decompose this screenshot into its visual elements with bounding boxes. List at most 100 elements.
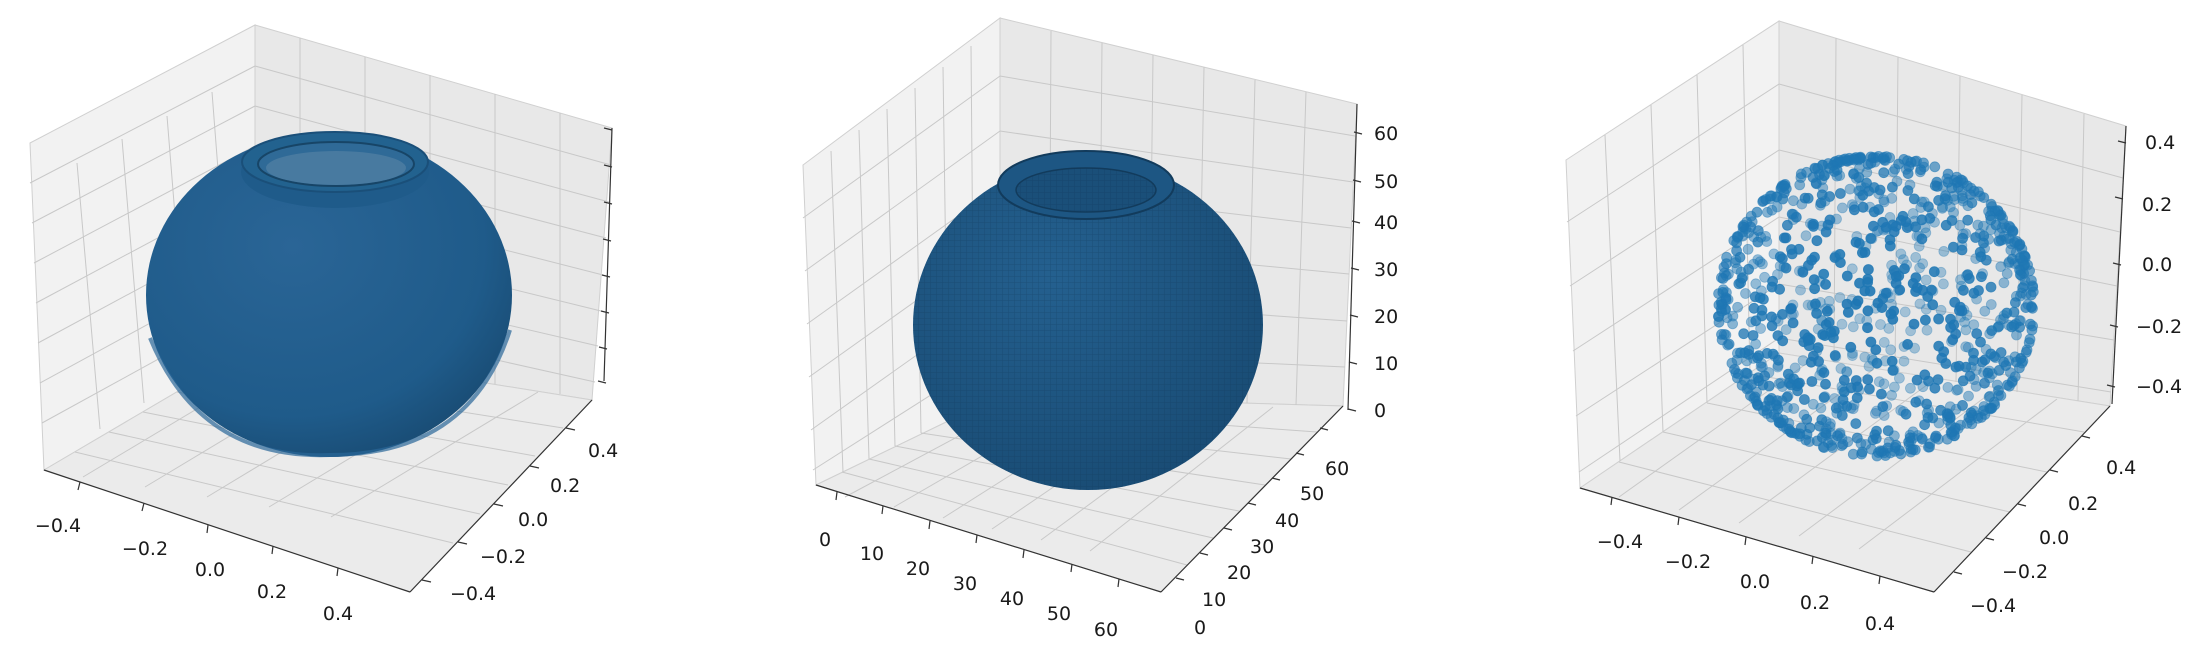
- z-tick-label: 10: [1374, 353, 1398, 375]
- scatter-point: [1862, 322, 1873, 334]
- scatter-point: [1884, 240, 1896, 252]
- scatter-point: [1829, 350, 1841, 361]
- scatter-point: [1874, 184, 1886, 196]
- scatter-point: [1946, 182, 1958, 194]
- scatter-point: [1870, 407, 1881, 419]
- scatter-point: [1945, 313, 1956, 325]
- scatter-point: [1947, 334, 1959, 346]
- scatter-point: [1721, 258, 1732, 270]
- scatter-point: [1911, 374, 1923, 386]
- scatter-point: [1799, 394, 1810, 405]
- scatter-point: [1979, 305, 1991, 317]
- scatter-point: [1789, 362, 1801, 374]
- scatter-point: [1857, 189, 1869, 201]
- scatter-point: [1904, 432, 1916, 444]
- scatter-point: [1958, 284, 1969, 296]
- scatter-point: [1811, 178, 1822, 190]
- scatter-point: [1803, 259, 1814, 271]
- scatter-point: [1837, 202, 1848, 214]
- scatter-point: [1916, 233, 1928, 245]
- scatter-point: [2001, 268, 2013, 280]
- z-tick: [601, 274, 611, 278]
- scatter-point: [2025, 289, 2037, 301]
- scatter-point: [1938, 278, 1949, 290]
- scatter-point: [1976, 356, 1988, 368]
- y-tick: [1247, 502, 1257, 506]
- scatter-point: [1802, 192, 1814, 204]
- scatter-point: [1993, 385, 2004, 396]
- x-axis-line: [1579, 487, 1935, 593]
- scatter-point: [1759, 370, 1771, 382]
- scatter-point: [1910, 251, 1922, 263]
- scatter-point: [1828, 325, 1840, 337]
- scatter-point: [1871, 357, 1883, 369]
- scatter-point: [1818, 367, 1830, 379]
- y-tick-label: −0.2: [2002, 561, 2048, 583]
- y-tick: [493, 503, 504, 507]
- scatter-point: [1795, 284, 1806, 296]
- scatter-point: [1844, 183, 1856, 195]
- scatter-point: [1777, 253, 1788, 265]
- scatter-point: [1954, 219, 1966, 231]
- grid-lines: [802, 30, 1356, 566]
- x-tick: [835, 491, 838, 501]
- scatter-point: [1743, 263, 1754, 275]
- x-tick-label: 50: [1047, 603, 1071, 625]
- scatter-point: [1800, 230, 1812, 242]
- scatter-point: [1838, 374, 1850, 386]
- scatter-point: [1818, 268, 1830, 280]
- scatter-point: [1920, 314, 1931, 326]
- scatter-point: [1864, 285, 1876, 297]
- y-axis-line: [1160, 405, 1344, 593]
- z-axis-line: [1347, 103, 1358, 411]
- x-tick-label: 0.4: [1865, 613, 1895, 635]
- z-tick: [2112, 262, 2122, 266]
- scatter-point: [1978, 237, 1989, 249]
- scatter-point: [1820, 226, 1832, 238]
- scatter-point: [1811, 307, 1822, 319]
- scatter-point: [1807, 398, 1819, 410]
- scatter-point: [1902, 168, 1914, 180]
- scatter-point: [1908, 193, 1920, 205]
- scatter-point: [1985, 214, 1997, 226]
- scatter-point: [1810, 298, 1821, 310]
- x-tick-label: 20: [906, 558, 930, 580]
- scatter-point: [2017, 282, 2029, 294]
- scatter-point: [1970, 232, 1981, 243]
- voxel-opening-texture: [1016, 168, 1156, 212]
- z-tick-label: 40: [1374, 212, 1398, 234]
- scatter-point: [2020, 302, 2032, 314]
- scatter-point: [1747, 330, 1759, 341]
- scatter-point: [1729, 363, 1740, 375]
- scatter-point: [1837, 438, 1849, 450]
- scatter-point: [1916, 433, 1928, 445]
- scatter-point: [1758, 293, 1769, 305]
- scatter-point: [1986, 325, 1998, 337]
- scatter-point: [1835, 257, 1846, 269]
- scatter-point: [1859, 246, 1871, 258]
- scatter-point: [1786, 302, 1797, 314]
- scatter-point: [1921, 398, 1932, 410]
- scatter-point: [1957, 399, 1968, 411]
- z-tick-label: −0.2: [2136, 316, 2182, 338]
- scatter-point: [1975, 251, 1987, 263]
- x-tick-label: 10: [860, 543, 884, 565]
- scatter-point: [1957, 232, 1968, 244]
- scatter-point: [1780, 262, 1792, 274]
- z-tick: [603, 164, 613, 168]
- scatter-point: [1902, 338, 1913, 350]
- scatter-point: [1883, 322, 1895, 334]
- scatter-point: [1930, 430, 1942, 442]
- scatter-point: [1942, 381, 1954, 393]
- scatter-point: [1809, 283, 1820, 295]
- scatter-point: [1944, 201, 1956, 213]
- scatter-point: [2023, 337, 2035, 349]
- x-tick: [881, 505, 884, 515]
- scatter-point: [1862, 305, 1874, 317]
- z-tick: [1351, 220, 1361, 224]
- scatter-point: [1885, 344, 1897, 356]
- scatter-point: [1749, 391, 1761, 403]
- z-tick: [1348, 361, 1358, 365]
- scatter-point: [1850, 375, 1862, 386]
